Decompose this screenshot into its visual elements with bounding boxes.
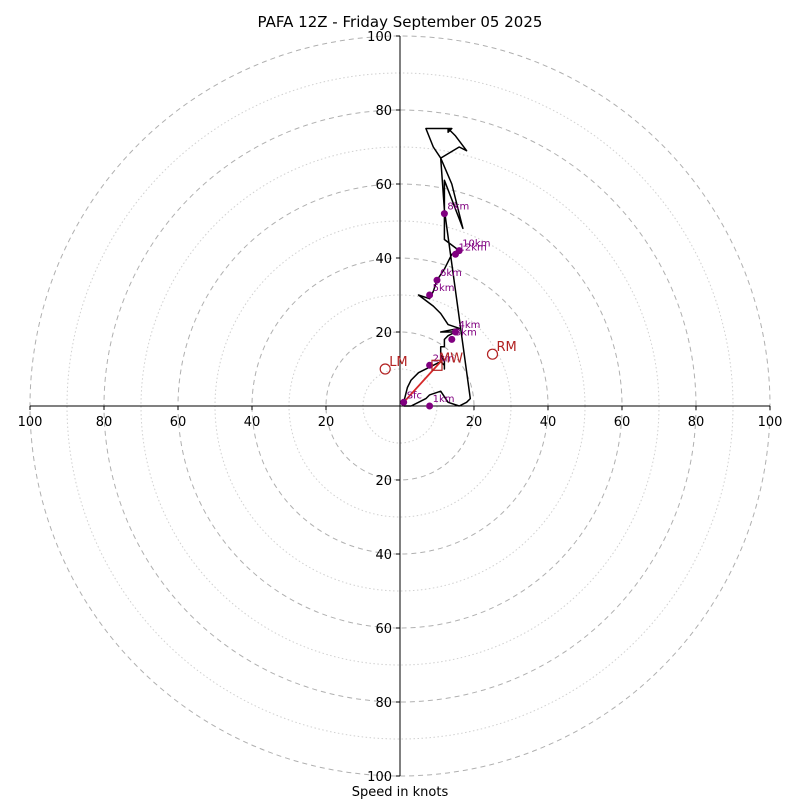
- wind-profile: [402, 127, 472, 407]
- height-marker-point: [452, 328, 459, 336]
- y-tick-label: 40: [375, 548, 392, 563]
- height-marker-point: [433, 276, 441, 284]
- y-tick-label: 100: [367, 770, 392, 785]
- x-axis-label: Speed in knots: [352, 785, 449, 800]
- y-tick-label: 60: [375, 178, 392, 193]
- x-tick-label: 100: [18, 415, 43, 430]
- tick-labels: 100 80 60 40 20 20 40 60 80 100 20 40 60 80 100 20 40 60 8…: [18, 30, 783, 785]
- height-marker-label: 12km: [459, 242, 487, 253]
- chart-title: PAFA 12Z - Friday September 05 2025: [258, 13, 543, 31]
- hodograph-trace: [402, 127, 472, 407]
- x-tick-label: 20: [318, 415, 335, 430]
- y-tick-label: 40: [375, 252, 392, 267]
- storm-motion-label: MW: [439, 351, 463, 366]
- height-marker-label: 8km: [447, 202, 469, 213]
- x-tick-label: 40: [244, 415, 261, 430]
- height-marker-label: 2km: [433, 353, 455, 364]
- height-marker-point: [400, 398, 408, 406]
- height-marker-label: 1km: [433, 394, 455, 405]
- y-tick-label: 80: [375, 104, 392, 119]
- y-tick-label: 20: [375, 474, 392, 489]
- x-tick-label: 40: [540, 415, 557, 430]
- y-tick-label: 20: [375, 326, 392, 341]
- axes: [30, 36, 770, 776]
- x-tick-label: 60: [614, 415, 631, 430]
- height-marker-label: 10km: [462, 239, 490, 250]
- y-tick-label: 80: [375, 696, 392, 711]
- storm-motion-marker: [486, 348, 499, 360]
- height-marker-point: [452, 250, 459, 258]
- y-tick-label: 100: [367, 30, 392, 45]
- height-marker-point: [426, 361, 434, 369]
- height-marker-label: 6km: [440, 268, 462, 279]
- mean-wind-marker: [431, 359, 443, 371]
- y-tick-label: 60: [375, 622, 392, 637]
- height-marker-label: 5km: [433, 283, 455, 294]
- height-marker-label: 3km: [455, 327, 477, 338]
- height-marker-point: [426, 291, 434, 299]
- x-tick-label: 100: [758, 415, 783, 430]
- height-marker-label: Sfc: [407, 390, 422, 401]
- x-tick-label: 60: [170, 415, 187, 430]
- x-tick-label: 80: [688, 415, 705, 430]
- height-marker-label: 4km: [459, 320, 481, 331]
- storm-motion-label: RM: [497, 340, 517, 355]
- x-tick-label: 80: [96, 415, 113, 430]
- storm-motions: LM RM MW: [379, 340, 517, 375]
- height-marker-point: [426, 402, 434, 410]
- height-marker-point: [440, 210, 448, 218]
- storm-motion-marker: [379, 363, 391, 375]
- height-marker-point: [448, 335, 456, 343]
- storm-motion-label: LM: [389, 355, 407, 370]
- x-tick-label: 20: [466, 415, 483, 430]
- low-level-shear-segment: [403, 360, 442, 403]
